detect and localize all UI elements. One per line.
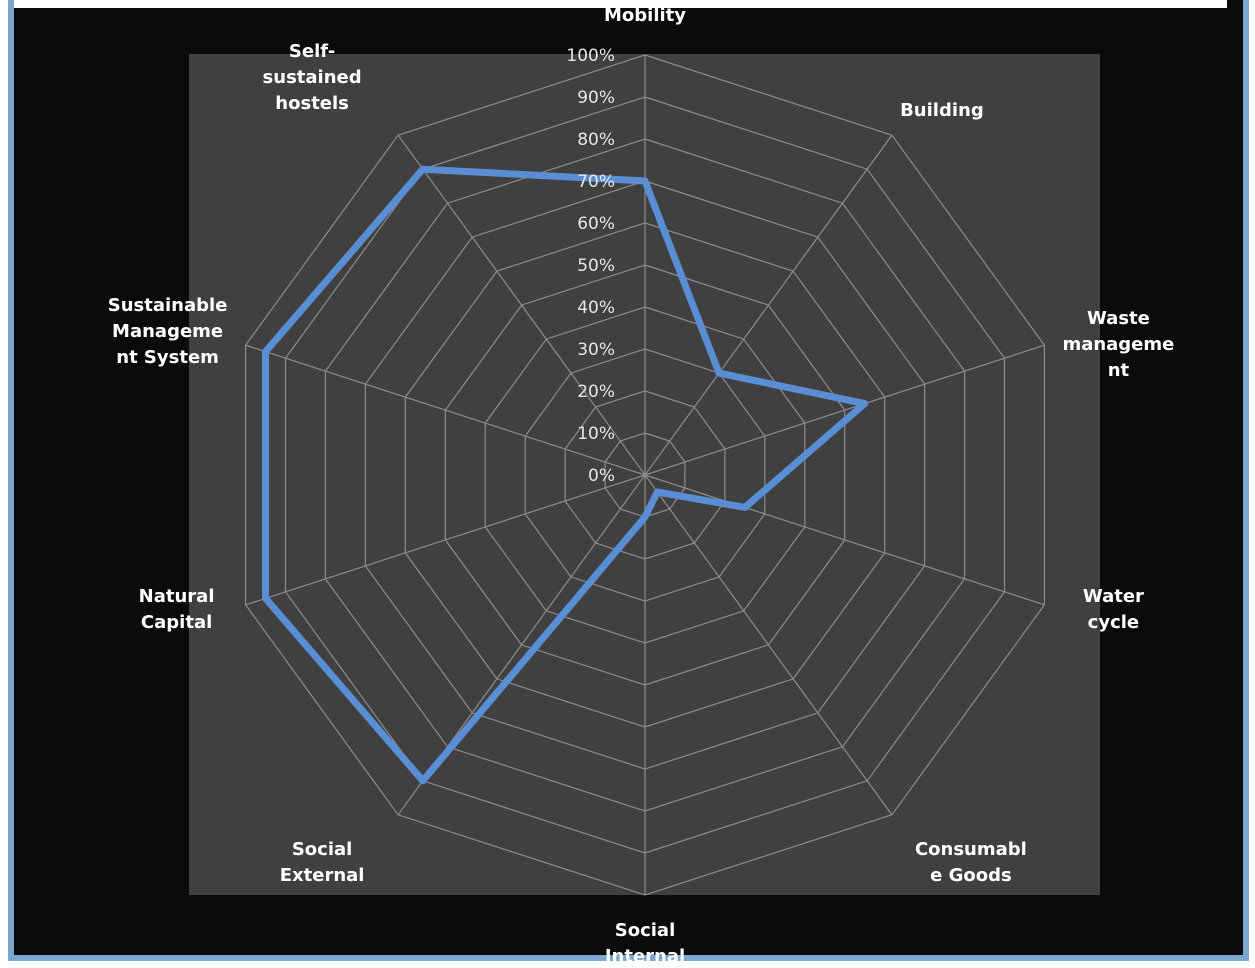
- tick-label: 80%: [577, 130, 615, 150]
- axis-label: Social External: [280, 839, 365, 886]
- axis-label-line: e Goods: [930, 865, 1012, 886]
- axis-label-line: sustained: [263, 67, 362, 88]
- axis-label-line: Consumabl: [915, 839, 1027, 860]
- axis-label-line: Mobility: [604, 5, 686, 26]
- axis-label: Waste manageme nt: [1062, 308, 1174, 381]
- radar-spoke: [644, 474, 893, 816]
- radar-tick-labels: 0% 10% 20% 30% 40% 50% 60% 70% 80% 90% 100%: [566, 46, 615, 486]
- axis-label: Water cycle: [1083, 586, 1144, 633]
- axis-label-line: manageme: [1062, 334, 1174, 355]
- axis-label-line: Building: [900, 100, 984, 121]
- axis-label: Sustainable Manageme nt System: [108, 295, 228, 368]
- axis-label: Social Internal: [605, 920, 685, 967]
- tick-label: 70%: [577, 172, 615, 192]
- axis-label-line: Social: [292, 839, 353, 860]
- axis-label-line: Sustainable: [108, 295, 228, 316]
- axis-label-line: nt System: [116, 347, 219, 368]
- tick-label: 40%: [577, 298, 615, 318]
- axis-label-line: Waste: [1087, 308, 1150, 329]
- axis-label-line: hostels: [275, 93, 349, 114]
- axis-label: Building: [900, 100, 984, 121]
- axis-label-line: Self-: [289, 41, 335, 62]
- axis-label-line: cycle: [1088, 612, 1139, 633]
- radar-spoke: [245, 474, 646, 606]
- series-line: [262, 165, 869, 785]
- tick-label: 50%: [577, 256, 615, 276]
- axis-label-line: Social: [615, 920, 676, 941]
- tick-label: 60%: [577, 214, 615, 234]
- axis-label-line: External: [280, 865, 365, 886]
- tick-label: 20%: [577, 382, 615, 402]
- radar-axis-labels: Mobility Building Waste manageme nt Water cycl…: [108, 5, 1175, 967]
- top-strip: [14, 0, 1227, 8]
- axis-label-line: Internal: [605, 946, 685, 967]
- axis-label: Natural Capital: [139, 586, 215, 633]
- tick-label: 100%: [566, 46, 615, 66]
- axis-label: Consumabl e Goods: [915, 839, 1027, 886]
- tick-label: 10%: [577, 424, 615, 444]
- axis-label-line: Natural: [139, 586, 215, 607]
- axis-label-line: Manageme: [112, 321, 223, 342]
- radar-spoke: [397, 134, 646, 476]
- radar-series: [262, 165, 869, 785]
- radar-spoke: [644, 344, 1045, 476]
- radar-spokes: [245, 55, 1045, 895]
- axis-label-line: Water: [1083, 586, 1144, 607]
- tick-label: 90%: [577, 88, 615, 108]
- radar-spoke: [245, 344, 646, 476]
- tick-label: 0%: [588, 466, 615, 486]
- axis-label-line: nt: [1108, 360, 1130, 381]
- tick-label: 30%: [577, 340, 615, 360]
- axis-label: Mobility: [604, 5, 686, 26]
- radar-spoke: [644, 134, 893, 476]
- axis-label: Self-sustained hostels: [263, 41, 362, 114]
- radar-spoke: [644, 474, 1045, 606]
- axis-label-line: Capital: [141, 612, 212, 633]
